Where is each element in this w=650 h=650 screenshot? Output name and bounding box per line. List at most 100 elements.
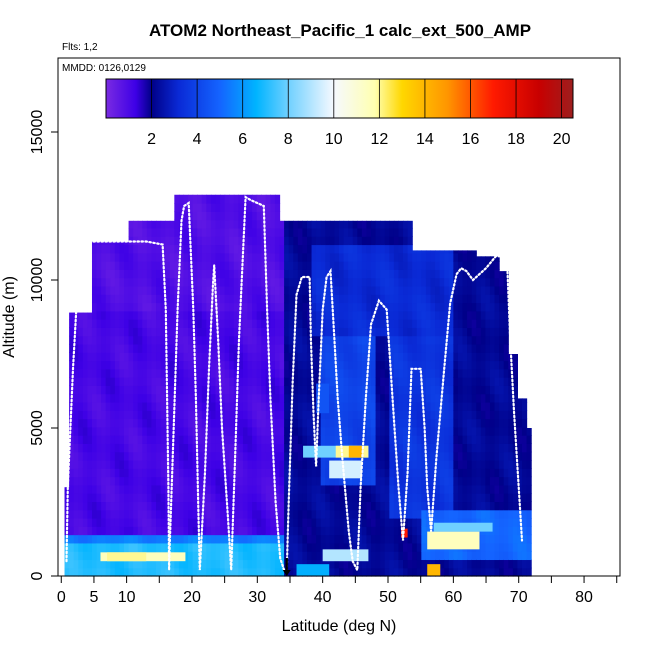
heatmap-cell xyxy=(160,393,166,403)
heatmap-cell xyxy=(284,377,290,386)
heatmap-cell xyxy=(467,443,473,453)
heatmap-cell xyxy=(476,476,482,486)
heatmap-cell xyxy=(114,352,121,362)
heatmap-cell xyxy=(284,385,290,395)
heatmap-cell xyxy=(265,302,271,312)
heatmap-cell xyxy=(467,250,473,254)
heatmap-cell xyxy=(160,360,166,370)
heatmap-cell xyxy=(375,261,381,270)
heatmap-cell xyxy=(133,393,139,403)
heatmap-cell xyxy=(206,302,212,312)
heatmap-cell xyxy=(174,368,180,378)
heatmap-cell xyxy=(210,294,217,304)
heatmap-cell xyxy=(412,542,418,552)
heatmap-cell xyxy=(183,236,189,246)
heatmap-cell xyxy=(110,241,116,246)
heatmap-cell xyxy=(489,343,496,353)
heatmap-cell xyxy=(206,435,212,444)
heatmap-cell xyxy=(384,227,390,237)
heatmap-cell xyxy=(444,451,450,461)
heatmap-cell xyxy=(521,501,528,511)
heatmap-cell xyxy=(174,269,180,279)
heatmap-cell xyxy=(384,385,390,395)
heatmap-cell xyxy=(178,302,185,312)
heatmap-cell xyxy=(302,343,308,353)
heatmap-cell xyxy=(233,501,239,511)
heatmap-cell xyxy=(407,261,413,270)
heatmap-cell xyxy=(69,567,75,577)
heatmap-cell xyxy=(453,435,459,444)
heatmap-cell xyxy=(110,534,116,544)
heatmap-cell xyxy=(435,261,441,270)
heatmap-cell xyxy=(453,319,459,328)
heatmap-cell xyxy=(421,559,427,569)
heatmap-cell xyxy=(380,294,386,304)
heatmap-cell xyxy=(165,220,171,229)
heatmap-cell xyxy=(110,526,116,536)
heatmap-cell xyxy=(297,509,303,519)
heatmap-cell xyxy=(242,343,249,353)
heatmap-cell xyxy=(101,418,107,428)
heatmap-cell xyxy=(457,393,464,403)
heatmap-cell xyxy=(499,335,505,345)
heatmap-cell xyxy=(297,459,303,469)
heatmap-cell xyxy=(348,401,354,411)
heatmap-cell xyxy=(297,220,303,229)
heatmap-cell xyxy=(325,319,331,328)
heatmap-cell xyxy=(384,410,390,420)
heatmap-cell xyxy=(247,368,253,378)
heatmap-cell xyxy=(137,352,143,362)
heatmap-cell xyxy=(389,435,395,444)
heatmap-cell xyxy=(421,368,427,378)
heatmap-cell xyxy=(476,285,482,295)
heatmap-cell xyxy=(146,285,153,295)
heatmap-cell xyxy=(252,377,258,386)
heatmap-cell xyxy=(389,551,395,561)
heatmap-cell xyxy=(160,501,166,511)
heatmap-cell xyxy=(101,277,107,287)
heatmap-cell xyxy=(87,319,93,328)
heatmap-cell xyxy=(371,252,377,262)
heatmap-cell xyxy=(247,310,253,320)
heatmap-cell xyxy=(96,459,102,469)
heatmap-cell xyxy=(146,360,153,370)
heatmap-cell xyxy=(124,517,130,527)
heatmap-cell xyxy=(261,377,267,386)
heatmap-cell xyxy=(215,493,221,503)
heatmap-cell xyxy=(279,335,285,345)
heatmap-cell xyxy=(169,343,175,353)
heatmap-cell xyxy=(416,484,422,494)
heatmap-cell xyxy=(197,493,203,503)
heatmap-cell xyxy=(361,542,368,552)
heatmap-cell xyxy=(197,352,203,362)
heatmap-cell xyxy=(311,294,317,304)
heatmap-cell xyxy=(91,476,98,486)
heatmap-cell xyxy=(462,277,468,287)
heatmap-cell xyxy=(279,343,285,353)
heatmap-cell xyxy=(503,484,509,494)
heatmap-cell xyxy=(82,526,88,536)
heatmap-cell xyxy=(444,418,450,428)
heatmap-cell xyxy=(297,236,303,246)
heatmap-cell xyxy=(210,559,217,569)
heatmap-cell xyxy=(270,410,276,420)
heatmap-cell xyxy=(133,220,139,229)
heatmap-cell xyxy=(439,310,445,320)
heatmap-cell xyxy=(210,542,217,552)
heatmap-cell xyxy=(476,393,482,403)
heatmap-cell xyxy=(416,327,422,337)
heatmap-cell xyxy=(156,401,162,411)
heatmap-cell xyxy=(384,294,390,304)
heatmap-cell xyxy=(503,302,509,312)
heatmap-cell xyxy=(412,526,418,536)
heatmap-cell xyxy=(110,451,116,461)
heatmap-cell xyxy=(146,227,153,237)
heatmap-cell xyxy=(124,302,130,312)
heatmap-cell xyxy=(124,352,130,362)
heatmap-cell xyxy=(73,401,79,411)
heatmap-cell xyxy=(311,327,317,337)
heatmap-cell xyxy=(183,393,189,403)
heatmap-cell xyxy=(69,526,75,536)
heatmap-cell xyxy=(316,352,322,362)
heatmap-cell xyxy=(320,484,326,494)
